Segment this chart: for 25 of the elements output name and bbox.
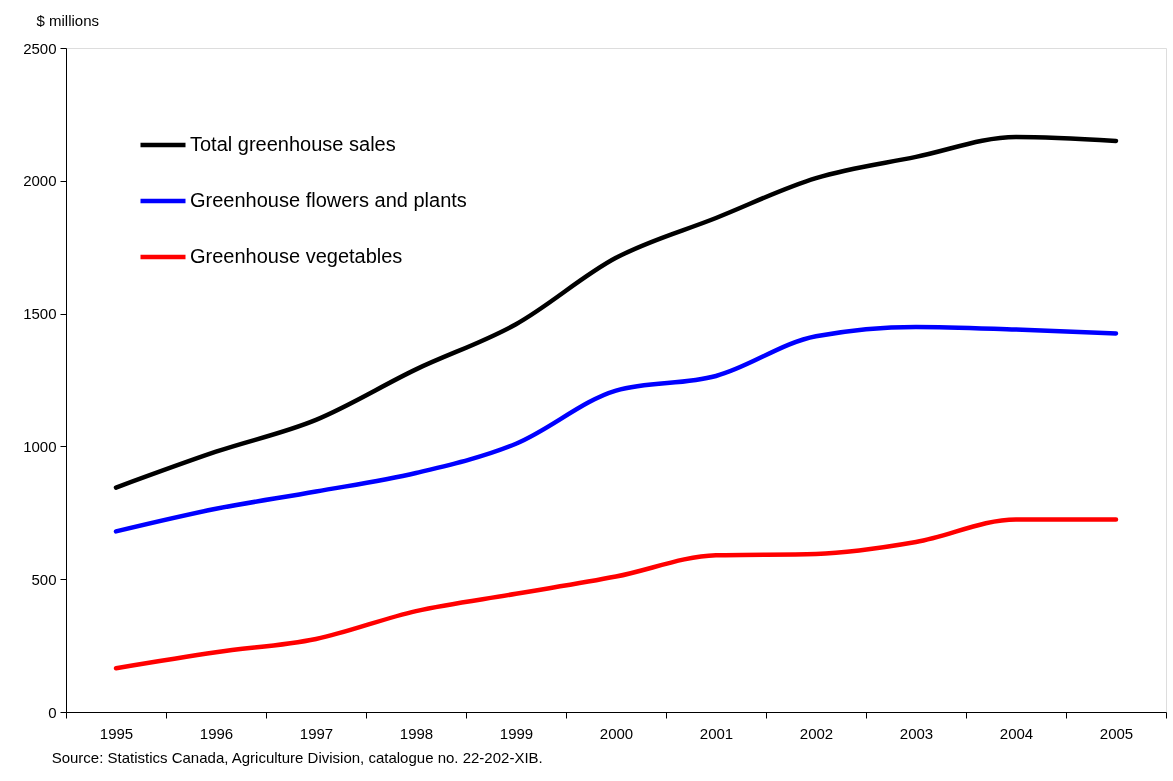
x-tick-label: 2005 (1099, 724, 1134, 742)
line-series (113, 324, 1119, 534)
legend-label: Total greenhouse sales (190, 133, 396, 155)
x-tick-label: 1997 (299, 724, 334, 742)
y-tick-label: 1500 (23, 305, 57, 323)
y-tick-label: 2500 (23, 39, 57, 57)
x-tick-label: 1999 (499, 724, 534, 742)
x-tick-label: 2001 (699, 724, 734, 742)
y-tick-label: 500 (31, 570, 57, 588)
legend-label: Greenhouse flowers and plants (190, 189, 467, 211)
source-note: Source: Statistics Canada, Agriculture Division, catalogue no. 22-202-XIB. (51, 749, 543, 766)
x-tick-label: 1998 (399, 724, 434, 742)
y-tick-label: 1000 (23, 437, 57, 455)
x-tick-label: 2002 (799, 724, 834, 742)
y-axis-title: $ millions (36, 11, 100, 29)
y-tick-label: 2000 (23, 172, 57, 190)
legend-label: Greenhouse vegetables (190, 245, 403, 267)
x-tick-label: 2003 (899, 724, 934, 742)
line-series (113, 517, 1119, 671)
line-series (113, 134, 1119, 490)
x-tick-label: 1996 (199, 724, 234, 742)
x-tick-label: 2000 (599, 724, 634, 742)
x-tick-label: 1995 (99, 724, 134, 742)
x-tick-label: 2004 (999, 724, 1034, 742)
y-tick-label: 0 (48, 703, 57, 721)
